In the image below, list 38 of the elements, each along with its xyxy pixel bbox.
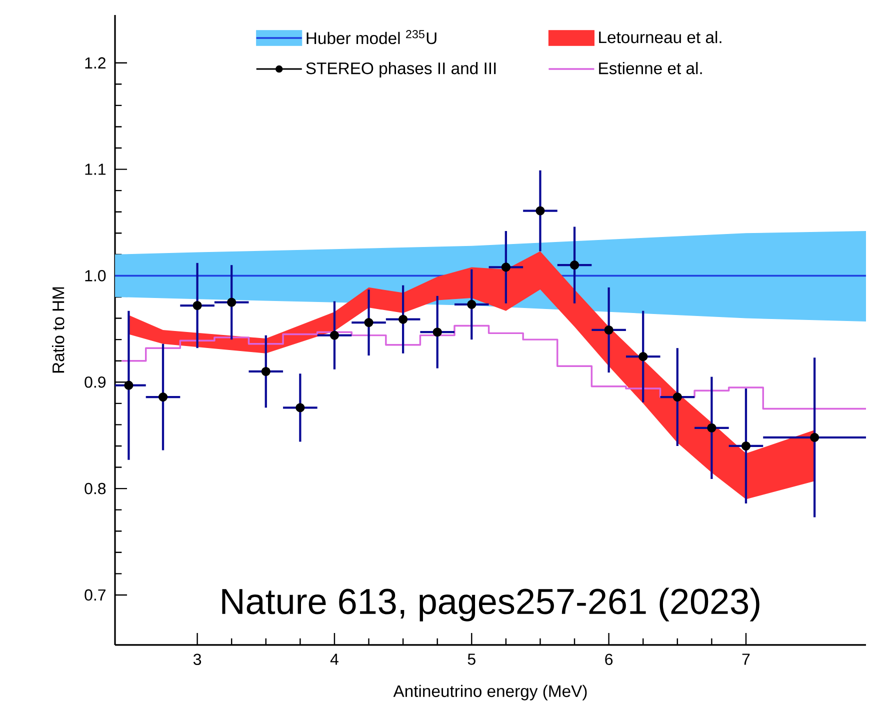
point — [158, 392, 168, 402]
y-tick-label: 0.8 — [84, 482, 106, 494]
point — [672, 392, 682, 402]
point — [364, 318, 374, 328]
point — [536, 206, 545, 216]
point — [432, 328, 442, 337]
legend-label: Huber model $^{235}$U — [306, 30, 436, 44]
point — [570, 260, 580, 270]
point — [467, 300, 476, 309]
point — [398, 314, 408, 324]
point — [810, 432, 820, 442]
point — [638, 352, 648, 362]
point — [192, 300, 202, 310]
point — [124, 380, 134, 390]
y-tick-label: 1.1 — [85, 164, 106, 175]
legend-label: STEREO phases II and III — [306, 62, 496, 78]
x-tick-label: 5 — [468, 654, 476, 665]
point — [296, 403, 305, 412]
point — [707, 423, 716, 432]
point — [227, 298, 236, 307]
point — [501, 262, 510, 272]
x-tick-label: 7 — [742, 654, 750, 665]
x-tick-label: 4 — [330, 654, 338, 665]
point — [261, 366, 270, 376]
y-tick-label: 0.7 — [84, 589, 106, 601]
y-axis-title: Ratio to HM — [52, 287, 64, 373]
point — [741, 441, 751, 451]
point — [604, 325, 614, 335]
x-axis-title: Antineutrino energy (MeV) — [393, 684, 587, 700]
y-tick-label: 1.0 — [85, 270, 106, 282]
legend-label: Estienne et al. — [599, 62, 702, 74]
legend-label: Letourneau et al. — [599, 30, 722, 44]
x-tick-label: 6 — [605, 654, 613, 666]
y-tick-label: 1.2 — [85, 57, 106, 68]
annotation: Nature 613, pages257-261 (2023) — [222, 588, 760, 622]
y-tick-label: 0.9 — [84, 376, 106, 388]
x-tick-label: 3 — [193, 654, 202, 666]
point — [330, 330, 340, 340]
